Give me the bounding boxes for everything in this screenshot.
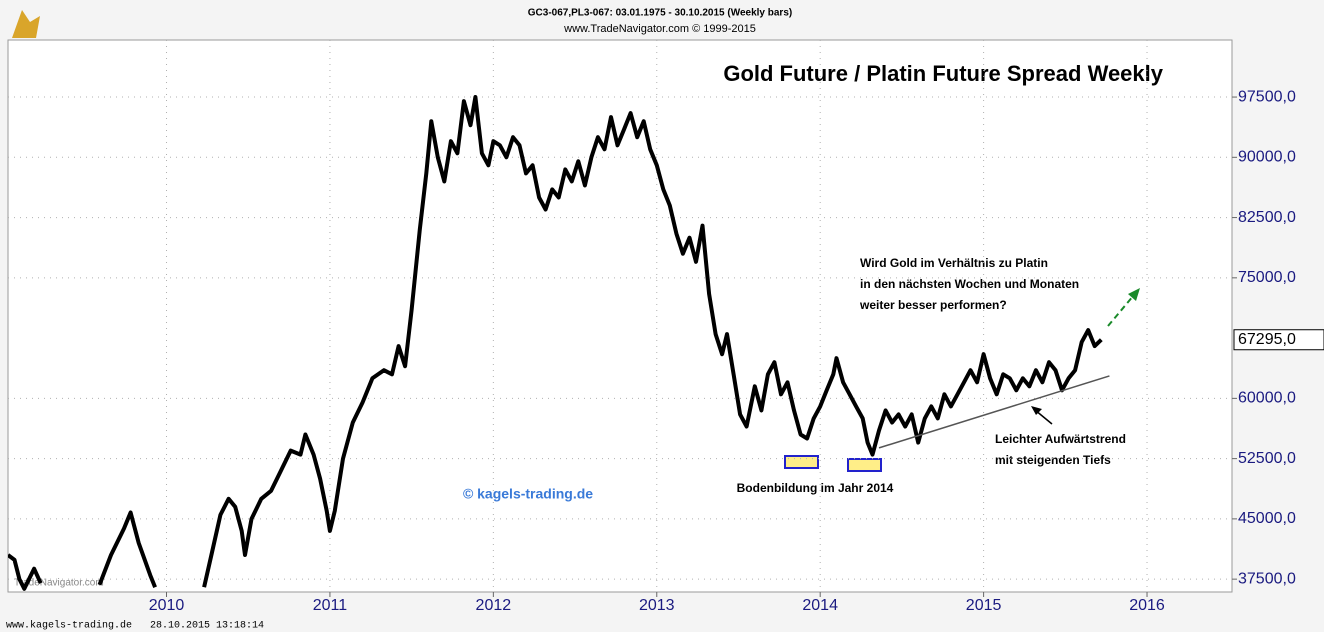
data-line	[8, 95, 1103, 591]
y-tick-label: 60000,0	[1238, 390, 1296, 407]
annotation: mit steigenden Tiefs	[995, 453, 1111, 467]
chart-title: Gold Future / Platin Future Spread Weekl…	[723, 61, 1163, 86]
arrow	[1031, 406, 1053, 425]
x-tick-label: 2011	[313, 597, 348, 614]
highlight-box	[847, 458, 882, 472]
y-tick-label: 52500,0	[1238, 450, 1296, 467]
x-tick-label: 2016	[1129, 597, 1165, 614]
trend-line	[878, 375, 1110, 449]
last-value-box	[1233, 329, 1324, 351]
highlight-box	[784, 455, 819, 469]
y-tick-label: 37500,0	[1238, 570, 1296, 587]
y-tick-label: 97500,0	[1238, 88, 1296, 105]
header-line: www.TradeNavigator.com © 1999-2015	[563, 23, 756, 35]
x-tick-label: 2015	[966, 597, 1002, 614]
y-tick-label: 75000,0	[1238, 269, 1296, 286]
x-tick-label: 2014	[802, 597, 838, 614]
annotation: Bodenbildung im Jahr 2014	[737, 481, 894, 495]
x-tick-label: 2013	[639, 597, 675, 614]
x-tick-label: 2010	[149, 597, 185, 614]
plot-area	[7, 39, 1233, 593]
header-line: GC3-067,PL3-067: 03.01.1975 - 30.10.2015…	[528, 8, 792, 19]
watermark: © kagels-trading.de	[463, 486, 593, 502]
logo	[12, 10, 40, 38]
annotation: in den nächsten Wochen und Monaten	[860, 277, 1079, 291]
arrow	[1107, 288, 1140, 327]
footer: www.kagels-trading.de 28.10.2015 13:18:1…	[6, 620, 264, 632]
plot-layer	[8, 95, 1110, 591]
annotation: weiter besser performen?	[859, 298, 1007, 312]
last-value-label: 67295,0	[1238, 331, 1296, 348]
annotation: Leichter Aufwärtstrend	[995, 432, 1126, 446]
x-tick-label: 2012	[476, 597, 512, 614]
y-tick-label: 90000,0	[1238, 149, 1296, 166]
source-watermark: TradeNavigator.com	[14, 578, 104, 589]
y-tick-label: 45000,0	[1238, 510, 1296, 527]
annotation: Wird Gold im Verhältnis zu Platin	[860, 256, 1048, 270]
y-tick-label: 82500,0	[1238, 209, 1296, 226]
